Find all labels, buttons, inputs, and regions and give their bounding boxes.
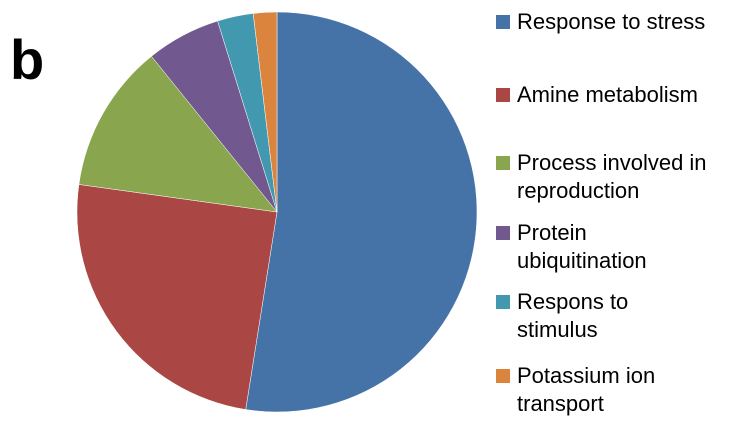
- pie-slice: [245, 11, 478, 413]
- legend-label: Respons to stimulus: [517, 289, 629, 342]
- legend-swatch: [496, 156, 510, 170]
- legend-entry: Respons to stimulus: [496, 288, 682, 344]
- legend-entry: Process involved in reproduction: [496, 149, 749, 205]
- pie-slice: [76, 184, 278, 410]
- legend-swatch: [496, 15, 510, 29]
- legend-label: Process involved in reproduction: [517, 150, 707, 203]
- legend-swatch: [496, 88, 510, 102]
- legend-label: Response to stress: [517, 9, 706, 34]
- legend-swatch: [496, 369, 510, 383]
- panel-label: b: [10, 28, 45, 91]
- legend-entry: Amine metabolism: [496, 81, 698, 109]
- legend-entry: Potassium ion transport: [496, 362, 682, 418]
- legend-label: Amine metabolism: [517, 82, 698, 107]
- pie-slice: [78, 55, 278, 213]
- legend-entry: Protein ubiquitination: [496, 219, 682, 275]
- legend-label: Protein ubiquitination: [517, 220, 647, 273]
- legend-swatch: [496, 226, 510, 240]
- legend-swatch: [496, 295, 510, 309]
- pie-slice: [252, 11, 278, 213]
- legend-label: Potassium ion transport: [517, 363, 656, 416]
- legend-entry: Response to stress: [496, 8, 705, 36]
